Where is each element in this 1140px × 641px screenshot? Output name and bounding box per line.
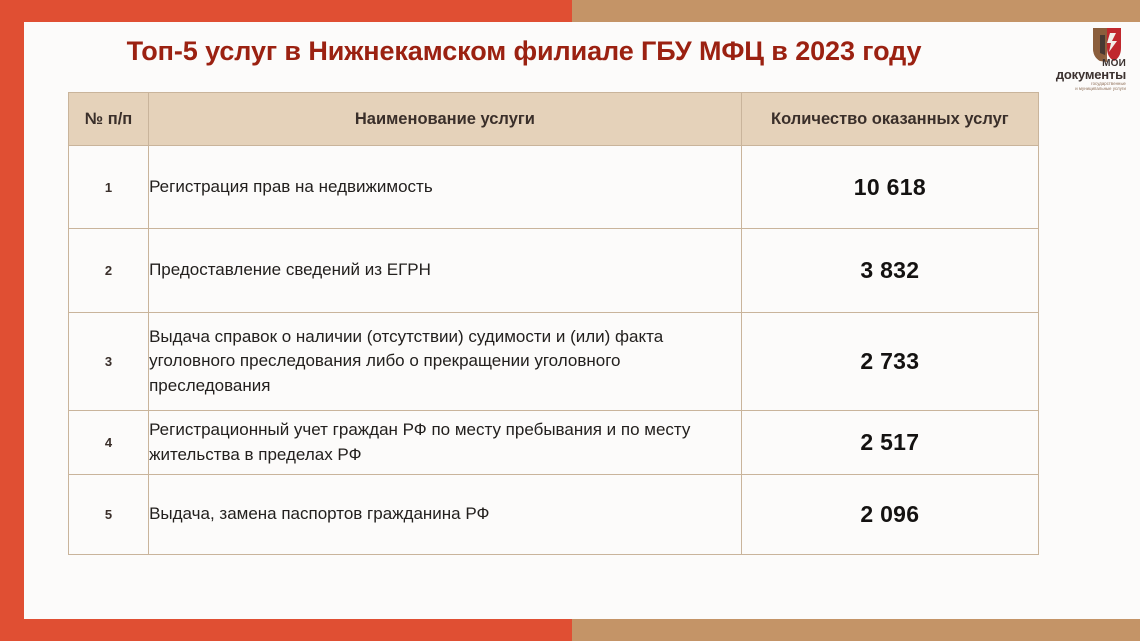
row-service-name: Регистрационный учет граждан РФ по месту…: [148, 410, 742, 475]
table-row: 1 Регистрация прав на недвижимость 10 61…: [67, 145, 1040, 229]
table-row: 5 Выдача, замена паспортов гражданина РФ…: [67, 474, 1040, 555]
row-service-count: 10 618: [740, 145, 1040, 229]
mfc-logo-mark-icon: [1093, 28, 1121, 62]
row-service-count: 3 832: [740, 228, 1040, 313]
row-service-name: Предоставление сведений из ЕГРН: [148, 228, 742, 313]
services-table: № п/п Наименование услуги Количество ока…: [67, 92, 1040, 555]
mfc-logo-line1: МОИ: [1102, 58, 1126, 69]
row-service-count: 2 096: [740, 474, 1040, 555]
mfc-logo-line2: документы: [1055, 67, 1126, 82]
row-number: 3: [67, 312, 150, 411]
table-row: 4 Регистрационный учет граждан РФ по мес…: [67, 410, 1040, 475]
table-row: 3 Выдача справок о наличии (отсутствии) …: [67, 312, 1040, 411]
row-service-count: 2 517: [740, 410, 1040, 475]
mfc-logo: МОИ документы государственные и муниципа…: [1046, 26, 1130, 91]
row-service-name: Выдача справок о наличии (отсутствии) су…: [148, 312, 742, 411]
row-number: 4: [67, 410, 150, 475]
column-header-number: № п/п: [67, 92, 150, 146]
table-row: 2 Предоставление сведений из ЕГРН 3 832: [67, 228, 1040, 313]
row-service-count: 2 733: [740, 312, 1040, 411]
row-number: 5: [67, 474, 150, 555]
table-header-row: № п/п Наименование услуги Количество ока…: [67, 92, 1040, 146]
column-header-service-name: Наименование услуги: [148, 92, 742, 146]
row-service-name: Выдача, замена паспортов гражданина РФ: [148, 474, 742, 555]
row-number: 2: [67, 228, 150, 313]
mfc-logo-sub1: государственные: [1091, 81, 1126, 86]
page-title: Топ-5 услуг в Нижнекамском филиале ГБУ М…: [126, 36, 922, 66]
row-service-name: Регистрация прав на недвижимость: [148, 145, 742, 229]
column-header-service-count: Количество оказанных услуг: [740, 92, 1040, 146]
mfc-logo-sub2: и муниципальные услуги: [1075, 86, 1126, 92]
mfc-logo-wordmark: МОИ документы государственные и муниципа…: [1056, 59, 1126, 91]
row-number: 1: [67, 145, 150, 229]
